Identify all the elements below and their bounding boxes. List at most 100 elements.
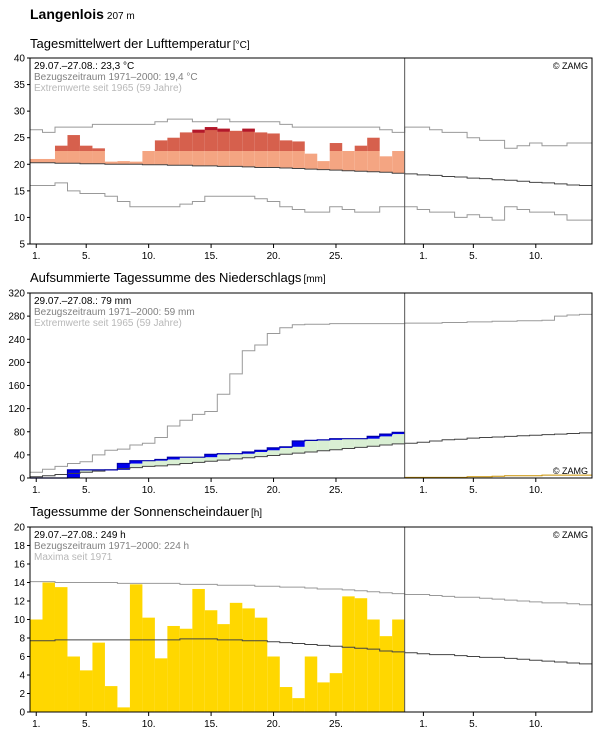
temp-bar-light [54,151,68,164]
precip-reference-text: Bezugszeitraum 1971–2000: 59 mm [34,307,195,318]
sun-ytick-label: 14 [14,578,26,589]
precip-ytick-label: 80 [14,427,26,438]
sun-extremes-text: Maxima seit 1971 [34,552,113,563]
station-header: Langenlois 207 m [30,6,135,22]
precip-daily-bar [242,451,255,454]
sunshine-bar [304,656,318,712]
temp-bar-peak [204,127,218,131]
temp-bar-light [292,151,305,169]
precip-surplus-fill [279,446,293,455]
precip-daily-bar [267,447,280,451]
sun-ytick-label: 10 [14,615,26,626]
precip-ytick-label: 0 [19,474,25,485]
precip-daily-bar [392,432,405,435]
temp-bar-light [42,158,55,163]
precip-ytick-label: 200 [8,358,25,369]
sun-xtick-label: 1. [32,719,40,729]
sun-plot: 0 2 4 6 8 10 12 14 16 18 20 1. 5. 10. 15. 20. 25. 1. 5. 10.… [14,523,593,729]
temp-xtick-label: 15. [204,251,218,262]
temp-bar-light [154,151,168,165]
precip-plot: 0 40 80 120 160 200 240 280 320 1. 5. 10. 15. 20. 25. 1… [8,289,593,496]
temp-bar-peak [217,128,230,132]
temp-ytick-label: 5 [19,240,25,251]
sunshine-bar [142,617,155,712]
sunshine-bar [79,670,93,712]
sunshine-bar [392,619,405,712]
precip-surplus-fill [154,459,168,466]
temp-bar-dark [242,128,255,151]
temp-bar-dark [329,143,343,151]
precip-xtick-label: 5. [82,485,90,496]
precipitation-chart-title: Aufsummierte Tagessumme des Niederschlag… [30,270,326,285]
sun-reference-text: Bezugszeitraum 1971–2000: 224 h [34,541,189,552]
temp-copyright: © ZAMG [553,61,588,71]
temp-bar-peak [242,128,255,132]
sunshine-bar [67,656,80,712]
temp-bar-peak [192,129,205,133]
temp-bar-dark [217,128,230,151]
temp-extreme-max-line [30,118,592,149]
sun-ytick-label: 4 [19,671,25,682]
temp-bar-dark [267,133,280,151]
precipitation-title-text: Aufsummierte Tagessumme des Niederschlag… [30,270,302,285]
temp-bar-dark [192,129,205,151]
temp-extreme-min-line [30,182,592,221]
precip-xtick-label: 10. [529,485,543,496]
temp-bar-light [104,161,118,165]
temp-bar-dark [179,132,193,151]
precip-surplus-fill [304,440,318,452]
precip-surplus-fill [192,457,205,463]
sunshine-bar [242,608,255,712]
sun-xtick-label: 20. [267,719,281,729]
temp-bar-light [392,151,405,174]
sunshine-bar [342,596,355,712]
sun-ytick-label: 2 [19,689,25,700]
sunshine-bar [317,682,330,712]
temp-reference-text: Bezugszeitraum 1971–2000: 19,4 °C [34,72,198,83]
temp-bar-dark [254,132,268,151]
temp-plot-border [29,57,593,245]
precip-climate-mean-line [30,432,592,478]
temp-bar-light [67,151,80,164]
precip-surplus-fill [167,457,180,465]
sun-ytick-label: 16 [14,560,26,571]
precip-xtick-label: 10. [142,485,156,496]
temp-bar-light [117,161,130,165]
temp-ytick-label: 25 [14,133,26,144]
temp-bar-dark [229,130,243,151]
precip-extreme-max-line [30,313,592,473]
temp-bar-light [229,151,243,167]
sunshine-bar [192,588,205,712]
sunshine-bar [92,642,105,712]
temp-bar-light [192,151,205,166]
precip-surplus-fill [354,438,368,448]
precip-surplus-fill [379,434,393,446]
sun-xtick-label: 5. [82,719,90,729]
sun-ytick-label: 8 [19,634,25,645]
precip-daily-bar [379,434,393,437]
sunshine-bar [30,619,43,712]
temp-bar-light [254,151,268,168]
temp-xtick-label: 1. [32,251,40,262]
precip-daily-bar [167,457,180,460]
temp-bar-light [329,151,343,171]
temp-ytick-label: 30 [14,107,26,118]
sun-xtick-label: 5. [469,719,477,729]
precip-surplus-fill [142,460,155,467]
temperature-unit: [°C] [232,40,250,51]
temp-bar-light [217,151,230,167]
sunshine-bar [267,656,280,712]
sunshine-bar [179,628,193,712]
temp-bar-light [379,156,393,173]
sunshine-bar [204,610,218,712]
sunshine-chart-title: Tagessumme der Sonnenscheindauer [h] [30,504,262,519]
temp-bar-dark [67,135,80,151]
precip-ytick-label: 120 [8,404,25,415]
temp-climate-mean-line [30,162,592,186]
sun-xtick-label: 15. [204,719,218,729]
sun-ytick-label: 18 [14,541,26,552]
temp-xtick-label: 10. [529,251,543,262]
temp-bar-light [179,151,193,166]
precip-surplus-fill [317,439,330,451]
